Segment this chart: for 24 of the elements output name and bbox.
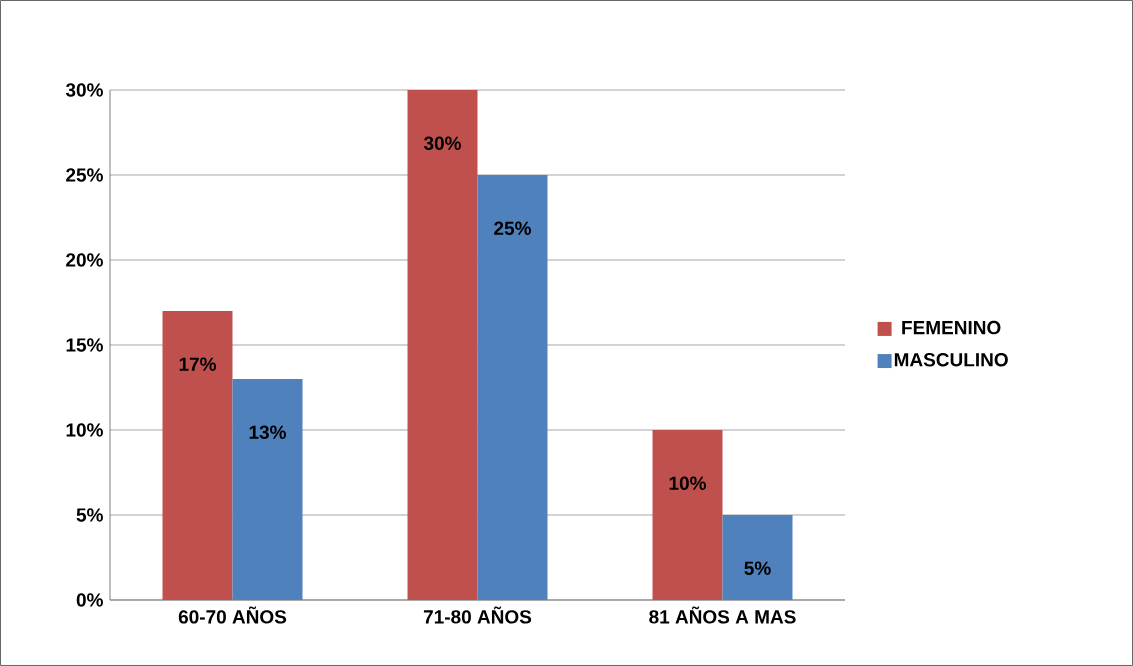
y-tick-label: 5% xyxy=(76,508,103,522)
legend-label: FEMENINO xyxy=(902,320,1001,335)
x-tick-label: 81 AÑOS A MAS xyxy=(649,606,796,624)
y-tick-label: 15% xyxy=(66,338,103,352)
data-label: 30% xyxy=(423,136,462,151)
data-label: 25% xyxy=(494,221,532,235)
legend-label: MASCULINO xyxy=(894,352,1008,367)
y-tick-label: 20% xyxy=(66,253,103,267)
y-tick-label: 0% xyxy=(76,593,103,607)
data-label: 5% xyxy=(744,561,771,575)
bar xyxy=(407,89,478,600)
y-tick-label: 30% xyxy=(65,83,103,97)
y-tick-label: 10% xyxy=(66,423,103,437)
x-tick-label: 71-80 AÑOS xyxy=(423,606,532,624)
data-label: 17% xyxy=(179,357,217,371)
bar xyxy=(162,310,233,600)
y-tick-label: 25% xyxy=(66,168,103,182)
bar xyxy=(232,378,303,600)
data-label: 13% xyxy=(249,425,287,440)
bar xyxy=(652,429,723,600)
bar xyxy=(722,514,793,600)
data-label: 10% xyxy=(669,476,707,490)
x-tick-label: 60-70 AÑOS xyxy=(178,606,287,624)
bar xyxy=(477,174,548,600)
